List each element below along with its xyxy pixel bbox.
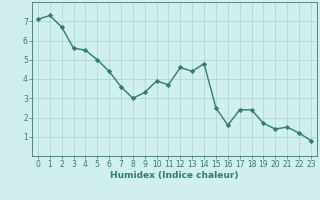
X-axis label: Humidex (Indice chaleur): Humidex (Indice chaleur) — [110, 171, 239, 180]
